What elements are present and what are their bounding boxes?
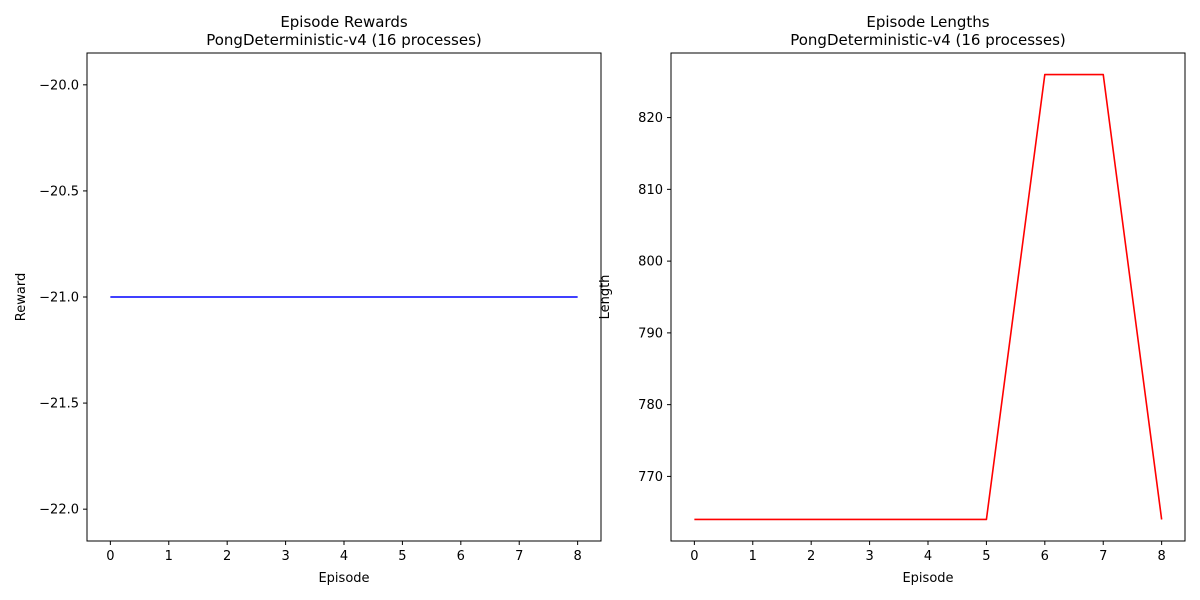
lengths-x-tick-label: 1 <box>749 549 757 564</box>
rewards-chart-title: Episode Rewards PongDeterministic-v4 (16 … <box>206 13 482 49</box>
rewards-x-axis-label: Episode <box>318 571 369 586</box>
lengths-x-tick-label: 6 <box>1041 549 1049 564</box>
lengths-x-tick-label: 4 <box>924 549 932 564</box>
rewards-x-tick-label: 4 <box>340 549 348 564</box>
lengths-x-tick-label: 3 <box>865 549 873 564</box>
lengths-x-tick-label: 7 <box>1099 549 1107 564</box>
rewards-x-tick-label: 8 <box>573 549 581 564</box>
rewards-chart: Episode Rewards PongDeterministic-v4 (16 … <box>14 13 602 586</box>
rewards-x-tick-label: 5 <box>398 549 406 564</box>
rewards-x-tick-label: 1 <box>165 549 173 564</box>
lengths-title-line: Episode Lengths <box>866 13 989 31</box>
rewards-y-tick-label: −20.5 <box>39 184 79 199</box>
rewards-title-line: PongDeterministic-v4 (16 processes) <box>206 31 482 49</box>
rewards-x-tick-label: 0 <box>106 549 114 564</box>
lengths-y-tick-label: 820 <box>638 111 663 126</box>
rewards-y-tick-label: −21.5 <box>39 397 79 412</box>
lengths-x-tick-label: 0 <box>690 549 698 564</box>
rewards-y-tick-label: −22.0 <box>39 503 79 518</box>
lengths-chart: Episode Lengths PongDeterministic-v4 (16 … <box>598 13 1186 586</box>
rewards-x-tick-label: 2 <box>223 549 231 564</box>
lengths-x-axis-label: Episode <box>902 571 953 586</box>
lengths-y-tick-label: 810 <box>638 183 663 198</box>
lengths-y-tick-label: 790 <box>638 326 663 341</box>
lengths-y-tick-label: 800 <box>638 255 663 270</box>
lengths-title-line: PongDeterministic-v4 (16 processes) <box>790 31 1066 49</box>
rewards-y-tick-label: −20.0 <box>39 78 79 93</box>
lengths-series-line <box>694 73 1163 521</box>
rewards-y-tick-label: −21.0 <box>39 291 79 306</box>
rewards-x-tick-label: 3 <box>281 549 289 564</box>
rewards-title-line: Episode Rewards <box>280 13 408 31</box>
lengths-y-tick-label: 770 <box>638 470 663 485</box>
lengths-y-tick-label: 780 <box>638 398 663 413</box>
rewards-y-axis-label: Reward <box>14 273 29 321</box>
rewards-x-tick-label: 6 <box>457 549 465 564</box>
lengths-chart-title: Episode Lengths PongDeterministic-v4 (16 … <box>790 13 1066 49</box>
lengths-x-tick-label: 5 <box>982 549 990 564</box>
rewards-x-tick-label: 7 <box>515 549 523 564</box>
lengths-x-tick-label: 8 <box>1157 549 1165 564</box>
lengths-y-axis-label: Length <box>598 275 613 320</box>
lengths-x-tick-label: 2 <box>807 549 815 564</box>
